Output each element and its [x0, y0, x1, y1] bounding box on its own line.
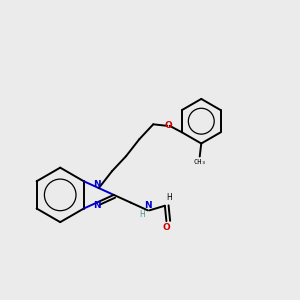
Text: N: N	[93, 180, 101, 189]
Text: H: H	[167, 194, 172, 202]
Text: CH₃: CH₃	[194, 159, 206, 165]
Text: O: O	[165, 122, 172, 130]
Text: H: H	[140, 210, 145, 219]
Text: N: N	[93, 201, 101, 210]
Text: O: O	[163, 223, 170, 232]
Text: N: N	[144, 201, 152, 210]
